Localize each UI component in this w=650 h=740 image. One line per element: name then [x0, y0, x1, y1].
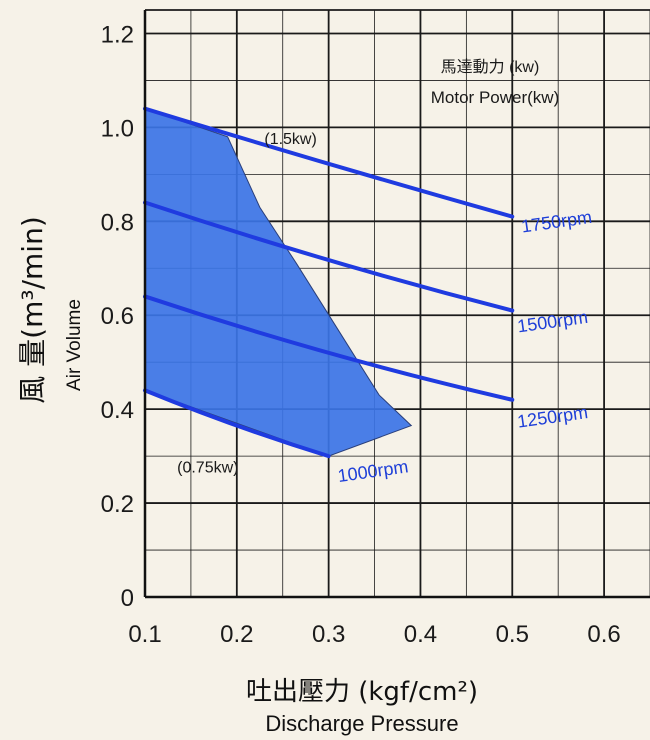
y-tick-label: 0.8: [101, 209, 134, 236]
series-label-1500rpm: 1500rpm: [516, 307, 589, 337]
operating-region: [144, 107, 413, 457]
x-tick-label: 0.1: [128, 621, 161, 648]
y-tick-label: 0.4: [101, 397, 134, 424]
series-line-1250rpm: [143, 294, 515, 402]
x-tick-label: 0.2: [220, 621, 253, 648]
power-annotation-0: (1.5kw): [264, 131, 316, 148]
x-axis-title-cn: 吐出壓力 (kgf/cm²): [246, 677, 478, 707]
series-line-1000rpm: [143, 388, 331, 459]
y-tick-label: 0: [121, 585, 134, 612]
series-label-1250rpm: 1250rpm: [516, 402, 589, 432]
legend-title-en: Motor Power(kw): [431, 88, 559, 107]
x-tick-label: 0.4: [404, 621, 437, 648]
y-tick-label: 1.0: [101, 115, 134, 142]
x-tick-label: 0.5: [496, 621, 529, 648]
power-annotation-1: (0.75kw): [177, 460, 238, 477]
operating-region-layer: [144, 107, 413, 457]
axis-layer: 0.1 0.2 0.3 0.4 0.5 0.6 0 0.2 0.4 0.6 0.8 1.0 1.2: [101, 10, 650, 648]
y-tick-label: 0.6: [101, 303, 134, 330]
x-axis-title-en: Discharge Pressure: [265, 711, 458, 736]
series-label-1750rpm: 1750rpm: [520, 207, 593, 237]
y-tick-label: 1.2: [101, 21, 134, 48]
y-tick-label: 0.2: [101, 491, 134, 518]
x-tick-label: 0.6: [587, 621, 620, 648]
series-label-1000rpm: 1000rpm: [336, 456, 409, 486]
y-axis-title-en: Air Volume: [64, 299, 85, 391]
series-line-1500rpm: [143, 200, 515, 313]
y-axis-title-cn: 風 量(m³/min): [16, 216, 49, 403]
x-tick-label: 0.3: [312, 621, 345, 648]
legend-title-cn: 馬達動力 (kw): [441, 58, 540, 76]
series-line-1750rpm: [143, 106, 515, 219]
